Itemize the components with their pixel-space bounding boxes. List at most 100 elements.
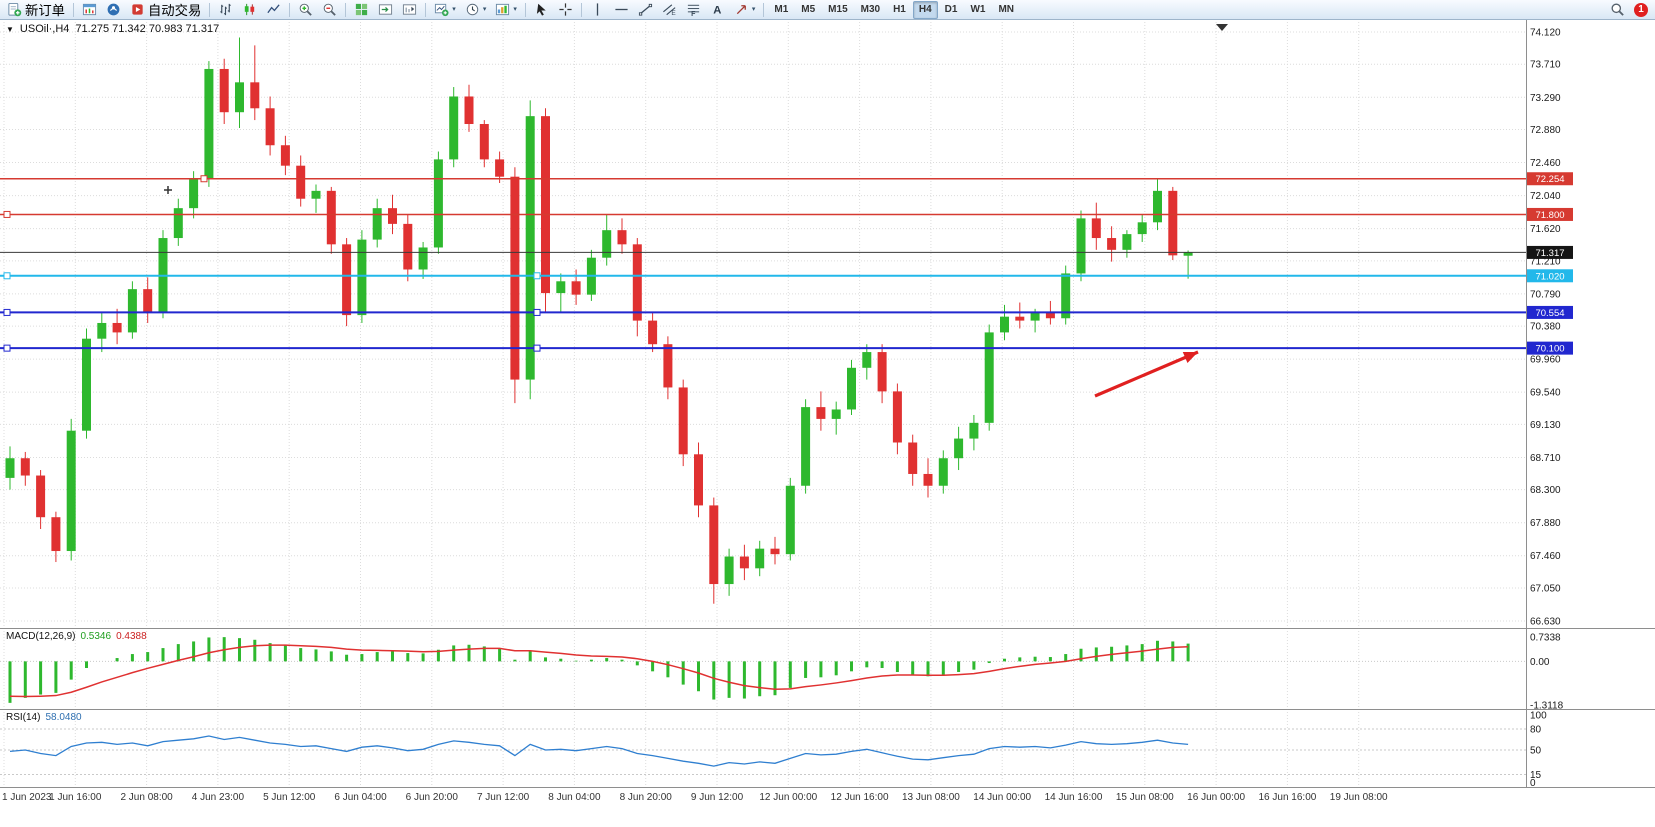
fibonacci-icon: F (686, 2, 701, 17)
chevron-down-icon: ▾ (751, 6, 756, 13)
candle-body (403, 223, 413, 270)
period-button[interactable]: ▾ (461, 1, 491, 19)
candle-body (280, 145, 290, 166)
time-axis-label: 9 Jun 12:00 (691, 792, 744, 803)
candlestick-chart-button[interactable] (238, 1, 261, 19)
hline-handle[interactable] (3, 210, 11, 218)
rsi-indicator-label: RSI(14) 58.0480 (6, 712, 82, 723)
cursor-button[interactable] (530, 1, 553, 19)
tf-button-m5[interactable]: M5 (795, 1, 821, 19)
cursor-icon (534, 2, 549, 17)
one-click-trading-toggle[interactable]: ▼ (6, 24, 14, 34)
price-tag (1527, 341, 1573, 355)
trendline-tool-button[interactable] (634, 1, 657, 19)
tf-button-m30[interactable]: M30 (855, 1, 886, 19)
zoom-out-button[interactable] (318, 1, 341, 19)
fibonacci-tool-button[interactable]: F (682, 1, 705, 19)
hline-handle[interactable] (3, 344, 11, 352)
chart-symbol-period: USOil·,H4 (19, 23, 70, 35)
horizontal-line-tool-button[interactable] (610, 1, 633, 19)
macd-name: MACD(12,26,9) (6, 631, 76, 642)
candle-body (20, 458, 30, 476)
hline-handle[interactable] (533, 308, 541, 316)
tf-button-m15[interactable]: M15 (822, 1, 853, 19)
arrows-tool-icon (734, 2, 749, 17)
zoom-in-button[interactable] (294, 1, 317, 19)
price-axis-label: 70.380 (1530, 322, 1561, 333)
notification-badge[interactable]: 1 (1634, 2, 1648, 17)
candle-body (418, 247, 428, 270)
chart-shift-icon (402, 2, 417, 17)
hline-handle[interactable] (200, 175, 208, 183)
arrows-tool-button[interactable]: ▾ (730, 1, 760, 19)
auto-scroll-button[interactable] (374, 1, 397, 19)
horizontal-price-lines[interactable] (0, 175, 1526, 352)
channel-tool-button[interactable]: E (658, 1, 681, 19)
tf-button-m1[interactable]: M1 (768, 1, 794, 19)
hline-handle[interactable] (3, 272, 11, 280)
candle-body (571, 281, 581, 295)
hline-handle[interactable] (533, 272, 541, 280)
candle-body (326, 190, 336, 245)
tile-windows-button[interactable] (350, 1, 373, 19)
price-tag-label: 70.554 (1535, 308, 1564, 319)
bar-chart-button[interactable] (214, 1, 237, 19)
chart-window-icon (82, 2, 97, 17)
crosshair-icon (558, 2, 573, 17)
svg-text:A: A (713, 5, 721, 17)
tf-button-w1[interactable]: W1 (964, 1, 991, 19)
tf-button-mn[interactable]: MN (992, 1, 1020, 19)
price-axis-label: 66.630 (1530, 617, 1561, 628)
time-axis-label: 13 Jun 08:00 (902, 792, 960, 803)
price-axis-label: 69.960 (1530, 355, 1561, 366)
price-axis-label: 73.710 (1530, 60, 1561, 71)
candle-body (678, 387, 688, 455)
macd-indicator-label: MACD(12,26,9) 0.5346 0.4388 (6, 631, 147, 642)
candle-body (847, 367, 856, 410)
candle-body (923, 473, 933, 486)
hline-handle[interactable] (3, 308, 11, 316)
price-axis-label: 73.290 (1530, 93, 1561, 104)
red-arrow-head[interactable] (1182, 351, 1198, 364)
candlestick-chart-icon (242, 2, 257, 17)
new-order-button[interactable]: 新订单 (3, 1, 69, 19)
annotations[interactable] (164, 24, 1228, 398)
candle-body (1076, 218, 1086, 274)
chart-window-button[interactable] (78, 1, 101, 19)
tf-button-d1[interactable]: D1 (939, 1, 964, 19)
rsi-axis-label: 15 (1530, 770, 1542, 781)
vertical-line-icon (590, 2, 605, 17)
text-tool-button[interactable]: A (706, 1, 729, 19)
candle-body (372, 208, 382, 240)
zoom-in-icon (298, 2, 313, 17)
candle-body (173, 208, 183, 239)
vertical-line-tool-button[interactable] (586, 1, 609, 19)
hline-handle[interactable] (533, 344, 541, 352)
line-chart-button[interactable] (262, 1, 285, 19)
candle-body (525, 116, 535, 380)
candle-body (938, 458, 948, 486)
search-button[interactable] (1606, 1, 1629, 19)
community-button[interactable] (102, 1, 125, 19)
candle-body (816, 407, 826, 419)
tf-button-h4[interactable]: H4 (912, 0, 938, 19)
new-chart-button[interactable]: ▾ (430, 1, 460, 19)
svg-text:F: F (691, 11, 696, 17)
search-icon (1610, 2, 1625, 17)
candle-body (541, 116, 550, 294)
red-arrow-annotation[interactable] (1094, 350, 1199, 398)
auto-trading-button[interactable]: 自动交易 (126, 1, 205, 19)
price-tag-label: 70.100 (1535, 344, 1564, 355)
candle-body (82, 338, 91, 431)
chart-shift-marker[interactable] (1216, 24, 1228, 31)
template-button[interactable]: ▾ (491, 1, 521, 19)
svg-text:E: E (671, 10, 676, 17)
tf-button-h1[interactable]: H1 (887, 1, 912, 19)
chart-shift-button[interactable] (398, 1, 421, 19)
crosshair-button[interactable] (554, 1, 577, 19)
time-axis-label: 15 Jun 08:00 (1116, 792, 1174, 803)
template-icon (495, 2, 510, 17)
candle-body (1153, 190, 1162, 223)
